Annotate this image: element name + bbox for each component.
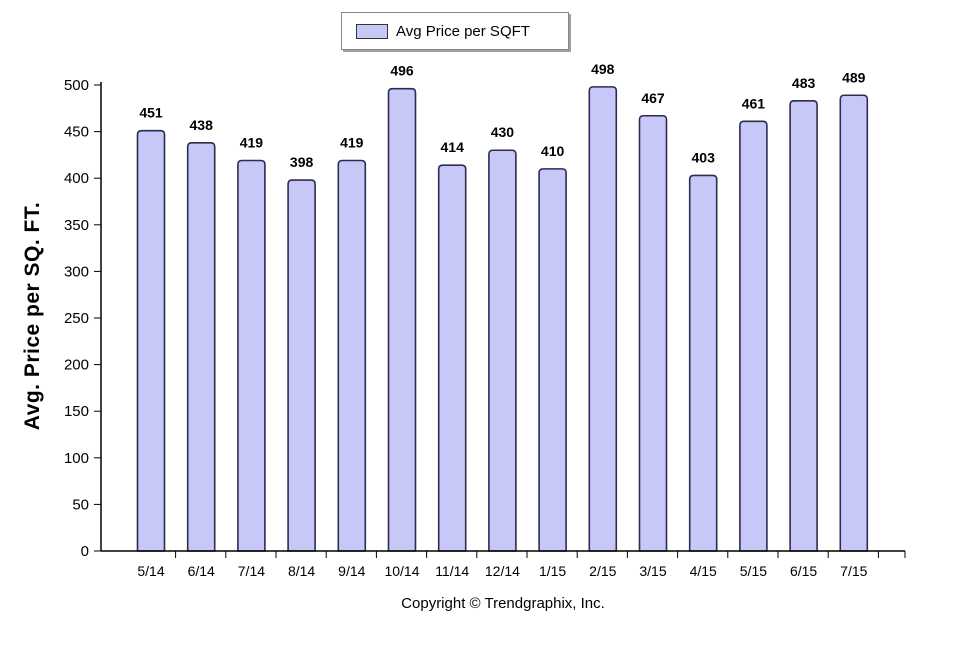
data-label: 451 (139, 105, 163, 121)
x-tick-label: 3/15 (639, 563, 666, 579)
bar (437, 164, 467, 552)
bar (739, 120, 768, 552)
data-label: 430 (491, 124, 515, 140)
data-label: 498 (591, 61, 615, 77)
legend-label: Avg Price per SQFT (396, 22, 530, 40)
data-label: 403 (692, 149, 716, 165)
x-tick-label: 4/15 (690, 563, 717, 579)
data-label: 398 (290, 154, 314, 170)
x-tick-label: 10/14 (384, 563, 419, 579)
y-tick-label: 0 (81, 543, 89, 560)
copyright-text: Copyright © Trendgraphix, Inc. (401, 595, 605, 612)
y-tick-label: 450 (64, 124, 89, 141)
y-tick-label: 300 (64, 263, 89, 280)
data-label: 419 (340, 134, 364, 150)
x-tick-label: 7/15 (840, 563, 867, 579)
bar (287, 179, 316, 552)
x-tick-label: 7/14 (238, 563, 265, 579)
data-label: 438 (190, 117, 214, 133)
x-tick-label: 12/14 (485, 563, 520, 579)
bar (638, 114, 668, 552)
bar (237, 159, 266, 552)
data-label: 410 (541, 143, 565, 159)
x-tick-label: 6/15 (790, 563, 817, 579)
y-tick-label: 250 (64, 310, 89, 327)
x-tick-label: 6/14 (188, 563, 215, 579)
y-tick-label: 100 (64, 450, 89, 467)
x-tick-label: 1/15 (539, 563, 566, 579)
bar (839, 94, 869, 552)
data-label: 414 (441, 139, 465, 155)
bar (387, 87, 417, 552)
y-tick-label: 150 (64, 403, 89, 420)
y-tick-label: 200 (64, 357, 89, 374)
y-tick-label: 350 (64, 217, 89, 234)
data-label: 489 (842, 69, 866, 85)
bar (688, 174, 718, 552)
y-axis-label: Avg. Price per SQ. FT. (21, 201, 44, 431)
y-tick-label: 50 (72, 496, 89, 513)
data-label: 483 (792, 75, 816, 91)
bar (136, 129, 166, 552)
x-tick-label: 5/15 (740, 563, 767, 579)
bar (538, 168, 567, 552)
bar (588, 86, 618, 552)
y-tick-label: 400 (64, 170, 89, 187)
data-label: 496 (390, 63, 414, 79)
x-tick-label: 2/15 (589, 563, 616, 579)
x-tick-label: 11/14 (435, 563, 469, 579)
y-tick-label: 500 (64, 77, 89, 94)
x-tick-label: 5/14 (137, 563, 164, 579)
bar (186, 141, 216, 552)
data-label: 467 (641, 90, 665, 106)
legend-swatch (356, 23, 388, 39)
x-tick-label: 9/14 (338, 563, 365, 579)
bar (337, 159, 367, 552)
bar (789, 100, 818, 552)
data-label: 461 (742, 95, 766, 111)
bar (488, 149, 517, 552)
data-label: 419 (240, 134, 264, 150)
x-tick-label: 8/14 (288, 563, 315, 579)
chart-legend: Avg Price per SQFT (341, 12, 569, 50)
